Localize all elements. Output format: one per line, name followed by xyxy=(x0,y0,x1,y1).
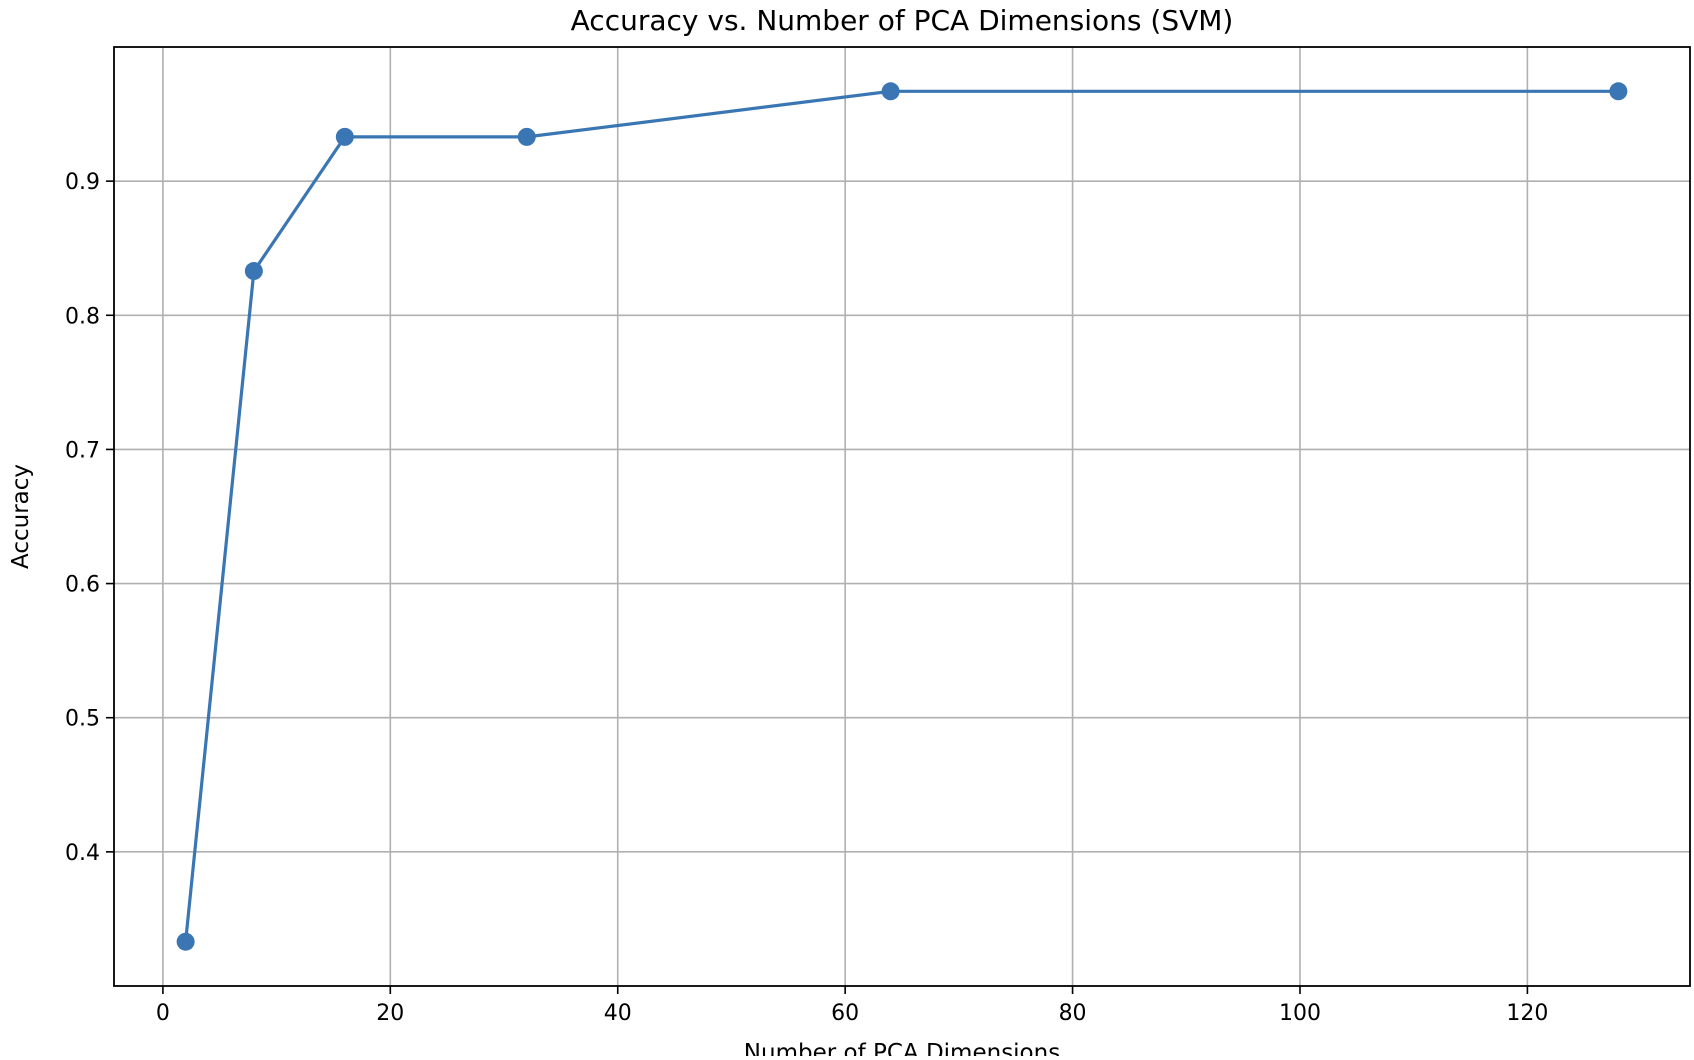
data-point xyxy=(176,932,195,951)
y-axis-title: Accuracy xyxy=(8,464,34,569)
chart-title: Accuracy vs. Number of PCA Dimensions (S… xyxy=(571,4,1234,37)
x-tick-label: 60 xyxy=(831,1001,859,1026)
y-tick-label: 0.4 xyxy=(65,841,100,866)
data-point xyxy=(881,82,900,101)
x-tick-label: 20 xyxy=(376,1001,404,1026)
data-point xyxy=(244,262,263,281)
y-tick-label: 0.5 xyxy=(65,707,100,732)
x-tick-label: 100 xyxy=(1279,1001,1321,1026)
data-point xyxy=(517,127,536,146)
series-line xyxy=(184,89,1619,942)
x-tick-label: 80 xyxy=(1059,1001,1087,1026)
x-tick-label: 0 xyxy=(156,1001,170,1026)
plot-area-frame xyxy=(113,46,1691,987)
x-axis-title: Number of PCA Dimensions xyxy=(744,1040,1060,1056)
y-tick-label: 0.8 xyxy=(65,304,100,329)
data-point xyxy=(335,127,354,146)
data-point xyxy=(1609,82,1628,101)
y-tick-label: 0.6 xyxy=(65,573,100,598)
x-tick-label: 120 xyxy=(1506,1001,1548,1026)
grid xyxy=(114,47,1690,986)
x-tick-label: 40 xyxy=(604,1001,632,1026)
y-tick-label: 0.7 xyxy=(65,438,100,463)
series-group xyxy=(176,82,1628,951)
x-axis: 0 20 40 60 80 100 120 xyxy=(156,986,1548,1026)
y-tick-label: 0.9 xyxy=(65,170,100,195)
y-axis: 0.4 0.5 0.6 0.7 0.8 0.9 xyxy=(65,170,114,866)
